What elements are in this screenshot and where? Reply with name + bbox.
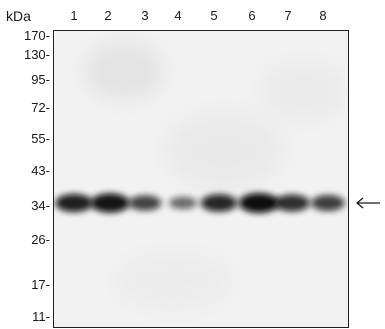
lane-label: 5 [210,8,218,23]
mw-marker: 130- [23,47,50,62]
lane-label: 2 [104,8,112,23]
western-blot-membrane [53,30,349,328]
mw-marker: 72- [31,100,50,115]
blot-image [54,41,348,311]
mw-marker: 34- [31,198,50,213]
lane-label: 8 [319,8,327,23]
protein-band [91,194,129,212]
mw-marker: 17- [31,277,50,292]
mw-marker: 43- [31,163,50,178]
background-smudges [84,41,348,311]
left-arrow-icon [355,196,381,215]
lane-label: 4 [174,8,182,23]
smudge [114,251,234,311]
protein-band [240,194,278,212]
lane-label: 3 [141,8,149,23]
mw-marker: 55- [31,131,50,146]
lane-label: 1 [70,8,78,23]
mw-marker: 170- [23,28,50,43]
smudge [84,41,164,101]
protein-band [169,197,197,209]
lane-label: 7 [284,8,292,23]
protein-band [275,195,309,211]
mw-marker: 95- [31,72,50,87]
protein-band [129,196,161,210]
smudge [259,61,348,121]
protein-bands [54,191,348,215]
protein-band [312,195,344,211]
protein-band [201,195,237,211]
mw-marker: 11- [32,309,50,324]
kda-unit-label: kDa [6,8,31,24]
smudge [164,111,284,191]
protein-band [56,194,92,212]
mw-marker: 26- [31,232,50,247]
lane-label: 6 [248,8,256,23]
